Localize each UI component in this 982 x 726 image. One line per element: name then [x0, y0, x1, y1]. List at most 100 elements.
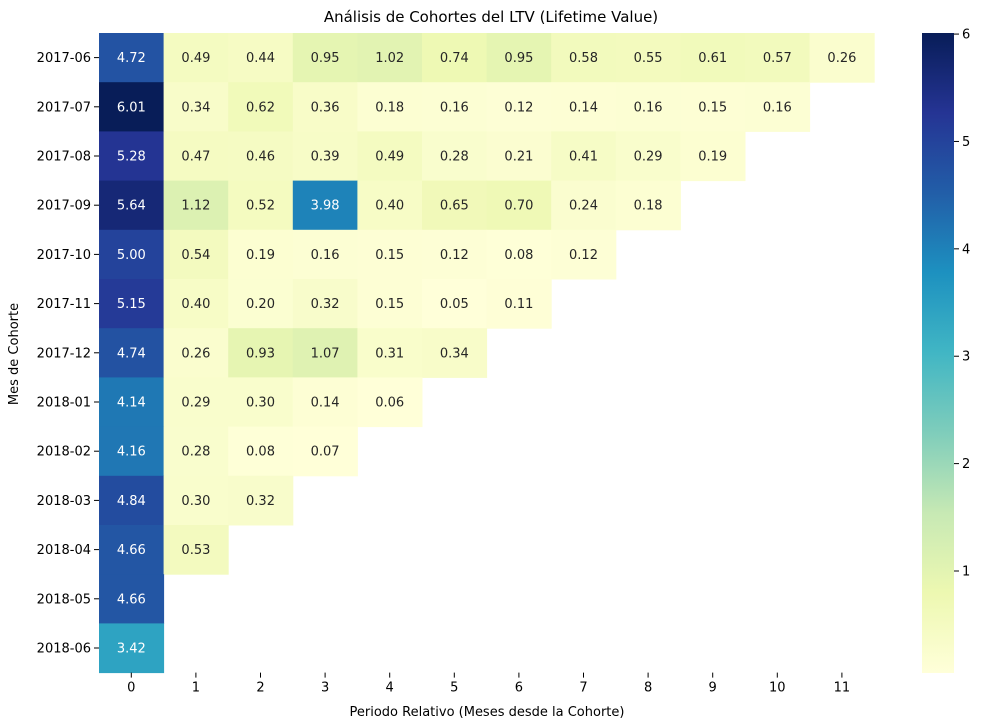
- heatmap-cell: [292, 82, 358, 132]
- cell-value-label: 0.16: [311, 248, 340, 263]
- cell-value-label: 5.00: [117, 248, 146, 263]
- cell-value-label: 0.08: [246, 445, 275, 460]
- heatmap-cell: [163, 328, 229, 378]
- y-axis-label: Mes de Cohorte: [7, 303, 22, 405]
- cell-value-label: 0.29: [634, 150, 663, 165]
- heatmap-cell: [163, 229, 229, 280]
- heatmap-cell: [228, 377, 294, 428]
- y-tick-label: 2017-10: [37, 248, 91, 263]
- heatmap-cell: [357, 229, 423, 280]
- cell-value-label: 4.66: [117, 543, 146, 558]
- cell-value-label: 1.07: [311, 346, 340, 361]
- chart-title: Análisis de Cohortes del LTV (Lifetime V…: [324, 8, 658, 26]
- cell-value-label: 0.58: [569, 51, 598, 66]
- colorbar-tick-label: 3: [962, 350, 970, 365]
- heatmap-cell: [615, 82, 681, 132]
- cell-value-label: 1.02: [375, 51, 404, 66]
- cell-value-label: 0.74: [440, 51, 469, 66]
- heatmap-cell: [486, 33, 552, 83]
- heatmap-cell: [551, 180, 617, 231]
- y-tick-label: 2017-11: [37, 297, 91, 312]
- heatmap-cell: [680, 33, 746, 83]
- y-tick-label: 2018-06: [37, 642, 91, 657]
- heatmap-cell: [228, 475, 294, 526]
- cell-value-label: 0.53: [181, 543, 210, 558]
- colorbar-tick-label: 5: [962, 135, 970, 150]
- colorbar-ticks: 1 2 3 4 5 6: [954, 28, 970, 579]
- cell-value-label: 0.31: [375, 346, 404, 361]
- cell-value-label: 0.32: [311, 297, 340, 312]
- heatmap-cell: [163, 33, 229, 83]
- heatmap-cell: [292, 377, 358, 428]
- y-axis-ticks: 2017-06 2017-07 2017-08 2017-09 2017-10 2017-…: [37, 51, 99, 657]
- cell-value-label: 0.24: [569, 199, 598, 214]
- heatmap-cell: [357, 279, 423, 329]
- heatmap-cell: [615, 33, 681, 83]
- heatmap-cell: [551, 33, 617, 83]
- cell-value-label: 0.15: [698, 100, 727, 115]
- cell-value-label: 0.12: [440, 248, 469, 263]
- heatmap-cell: [99, 623, 165, 674]
- heatmap-cell: [228, 33, 294, 83]
- heatmap-cell: [357, 180, 423, 231]
- heatmap-cell: [422, 229, 488, 280]
- cell-value-label: 0.30: [246, 396, 275, 411]
- cell-value-label: 0.52: [246, 199, 275, 214]
- heatmap-cell: [99, 525, 165, 575]
- heatmap-cell: [99, 574, 165, 624]
- heatmap-cell: [99, 328, 165, 378]
- heatmap-cell: [228, 82, 294, 132]
- x-tick-label: 1: [192, 681, 200, 696]
- heatmap-cell: [99, 82, 165, 132]
- colorbar-tick-label: 4: [962, 242, 970, 257]
- y-tick-label: 2018-05: [37, 592, 91, 607]
- cell-value-label: 0.28: [181, 445, 210, 460]
- heatmap-cell: [422, 328, 488, 378]
- heatmap-cell: [99, 33, 165, 83]
- x-tick-label: 7: [579, 681, 587, 696]
- x-tick-label: 0: [127, 681, 135, 696]
- heatmap-cell: [551, 131, 617, 182]
- cell-value-label: 0.93: [246, 346, 275, 361]
- cell-value-label: 4.84: [117, 494, 146, 509]
- heatmap-cell: [486, 180, 552, 231]
- cell-value-label: 0.61: [698, 51, 727, 66]
- heatmap-cell: [163, 279, 229, 329]
- cell-value-label: 0.18: [375, 100, 404, 115]
- y-tick-label: 2018-04: [37, 543, 91, 558]
- y-tick-label: 2018-01: [37, 396, 91, 411]
- cell-value-label: 5.15: [117, 297, 146, 312]
- cell-value-label: 0.20: [246, 297, 275, 312]
- y-tick-label: 2018-02: [37, 445, 91, 460]
- cell-value-label: 0.07: [311, 445, 340, 460]
- colorbar-tick-label: 2: [962, 457, 970, 472]
- cell-value-label: 0.47: [181, 150, 210, 165]
- x-tick-label: 2: [256, 681, 264, 696]
- heatmap-cell: [228, 328, 294, 378]
- heatmap-cell: [292, 180, 358, 231]
- heatmap-cell: [680, 131, 746, 182]
- heatmap-cell: [486, 229, 552, 280]
- cell-value-label: 0.46: [246, 150, 275, 165]
- heatmap-cells: 4.72 0.49 0.44 0.95 1.02 0.74 0.95 0.58 0.55 0.61…: [99, 33, 875, 674]
- heatmap-cell: [357, 33, 423, 83]
- heatmap-cell: [680, 82, 746, 132]
- heatmap-cell: [228, 426, 294, 477]
- cell-value-label: 0.95: [311, 51, 340, 66]
- heatmap-cell: [551, 82, 617, 132]
- cell-value-label: 5.64: [117, 199, 146, 214]
- y-tick-label: 2017-12: [37, 346, 91, 361]
- cell-value-label: 4.16: [117, 445, 146, 460]
- heatmap-cell: [357, 377, 423, 428]
- cell-value-label: 0.39: [311, 150, 340, 165]
- heatmap-cell: [422, 279, 488, 329]
- x-tick-label: 3: [321, 681, 329, 696]
- cell-value-label: 4.74: [117, 346, 146, 361]
- cell-value-label: 0.06: [375, 396, 404, 411]
- y-tick-label: 2017-07: [37, 100, 91, 115]
- heatmap-cell: [163, 525, 229, 575]
- cell-value-label: 0.55: [634, 51, 663, 66]
- cell-value-label: 4.14: [117, 396, 146, 411]
- cell-value-label: 0.41: [569, 150, 598, 165]
- heatmap-cell: [163, 426, 229, 477]
